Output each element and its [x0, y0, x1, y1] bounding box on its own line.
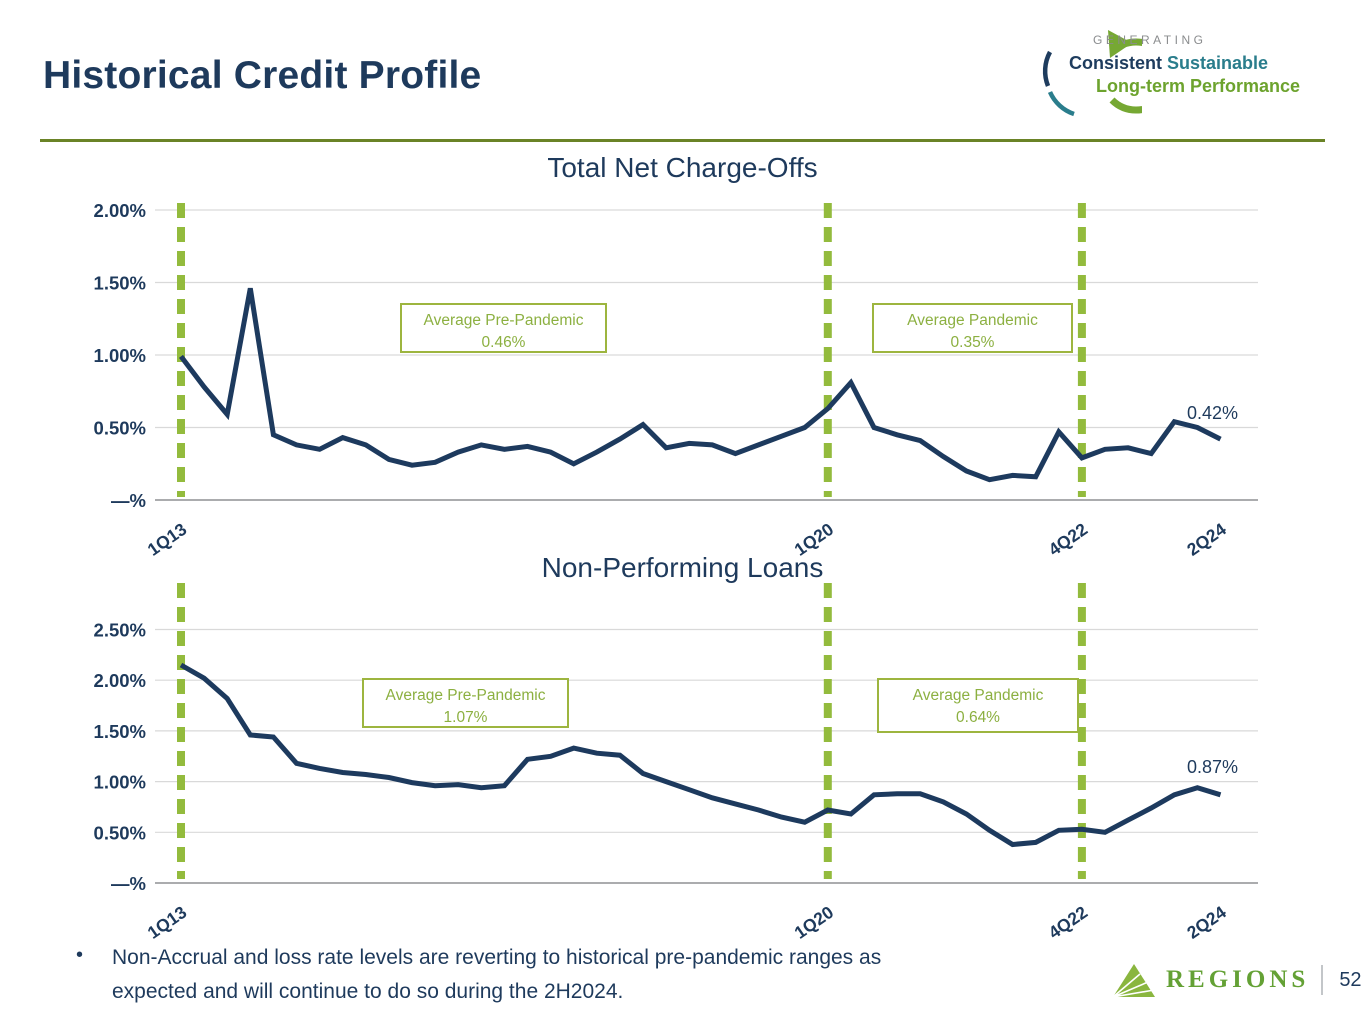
y-tick-label: 1.00%: [94, 345, 146, 366]
y-tick-label: 0.50%: [94, 418, 146, 439]
y-tick-label: 2.00%: [94, 670, 146, 691]
header-divider: [40, 139, 1325, 142]
annotation-label: Average Pre-Pandemic: [385, 687, 546, 704]
y-tick-label: 2.50%: [94, 620, 146, 641]
annotation-value: 0.35%: [950, 334, 995, 352]
y-tick-label: 1.50%: [94, 273, 146, 294]
bullet-glyph: •: [76, 944, 84, 966]
annotation-label: Average Pandemic: [907, 312, 1038, 329]
regions-pyramid-icon: [1112, 964, 1155, 998]
end-value-label-nco: 0.42%: [1187, 403, 1239, 423]
annotation-pre-pandemic-npl: Average Pre-Pandemic 1.07%: [362, 678, 569, 728]
annotation-value: 1.07%: [443, 709, 488, 727]
page-title: Historical Credit Profile: [43, 54, 482, 97]
x-tick-label: 4Q22: [1045, 902, 1092, 943]
series-line: [179, 662, 1222, 848]
annotation-value: 0.64%: [956, 709, 1000, 727]
footer-note-line2: expected and will continue to do so duri…: [112, 980, 624, 1004]
page-number-divider: [1321, 965, 1324, 995]
annotation-pandemic-nco: Average Pandemic 0.35%: [872, 303, 1073, 353]
x-tick-label: 2Q24: [1183, 519, 1230, 560]
y-tick-label: —%: [111, 873, 146, 894]
annotation-value: 0.46%: [481, 334, 526, 352]
y-tick-label: 1.00%: [94, 772, 146, 793]
x-tick-label: 1Q20: [791, 902, 838, 943]
y-tick-label: 2.00%: [94, 200, 146, 221]
brand-word-sustainable: Sustainable: [1167, 53, 1269, 73]
series-line: [179, 287, 1222, 483]
brand-tagline-line3: Long-term Performance: [1096, 76, 1301, 96]
regions-wordmark: REGIONS: [1166, 966, 1310, 993]
y-tick-label: —%: [111, 490, 146, 511]
regions-logo: REGIONS 52: [1112, 962, 1362, 998]
brand-tagline-generating: GENERATING: [1093, 33, 1207, 47]
chart-title-non-performing-loans: Non-Performing Loans: [541, 552, 824, 583]
footer-note-line1: Non-Accrual and loss rate levels are rev…: [112, 946, 882, 969]
brand-word-consistent: Consistent: [1069, 53, 1163, 73]
annotation-label: Average Pre-Pandemic: [423, 312, 584, 329]
footer-note: Non-Accrual and loss rate levels are rev…: [112, 941, 1072, 1009]
page-number: 52: [1339, 968, 1362, 991]
x-tick-label: 1Q13: [144, 902, 191, 943]
chart-title-net-charge-offs: Total Net Charge-Offs: [547, 152, 818, 183]
brand-tagline-line2: Consistent Sustainable: [1069, 53, 1268, 74]
y-tick-label: 1.50%: [94, 721, 146, 742]
x-tick-label: 4Q22: [1045, 519, 1092, 560]
x-tick-label: 1Q20: [791, 519, 838, 560]
annotation-label: Average Pandemic: [912, 687, 1044, 704]
brand-circular-arrow-icon: [1042, 30, 1142, 117]
y-tick-label: 0.50%: [94, 822, 146, 843]
annotation-pandemic-npl: Average Pandemic 0.64%: [877, 678, 1079, 733]
x-tick-label: 2Q24: [1183, 902, 1230, 943]
x-tick-label: 1Q13: [144, 519, 191, 560]
annotation-pre-pandemic-nco: Average Pre-Pandemic 0.46%: [400, 303, 607, 353]
end-value-label-npl: 0.87%: [1187, 757, 1239, 777]
